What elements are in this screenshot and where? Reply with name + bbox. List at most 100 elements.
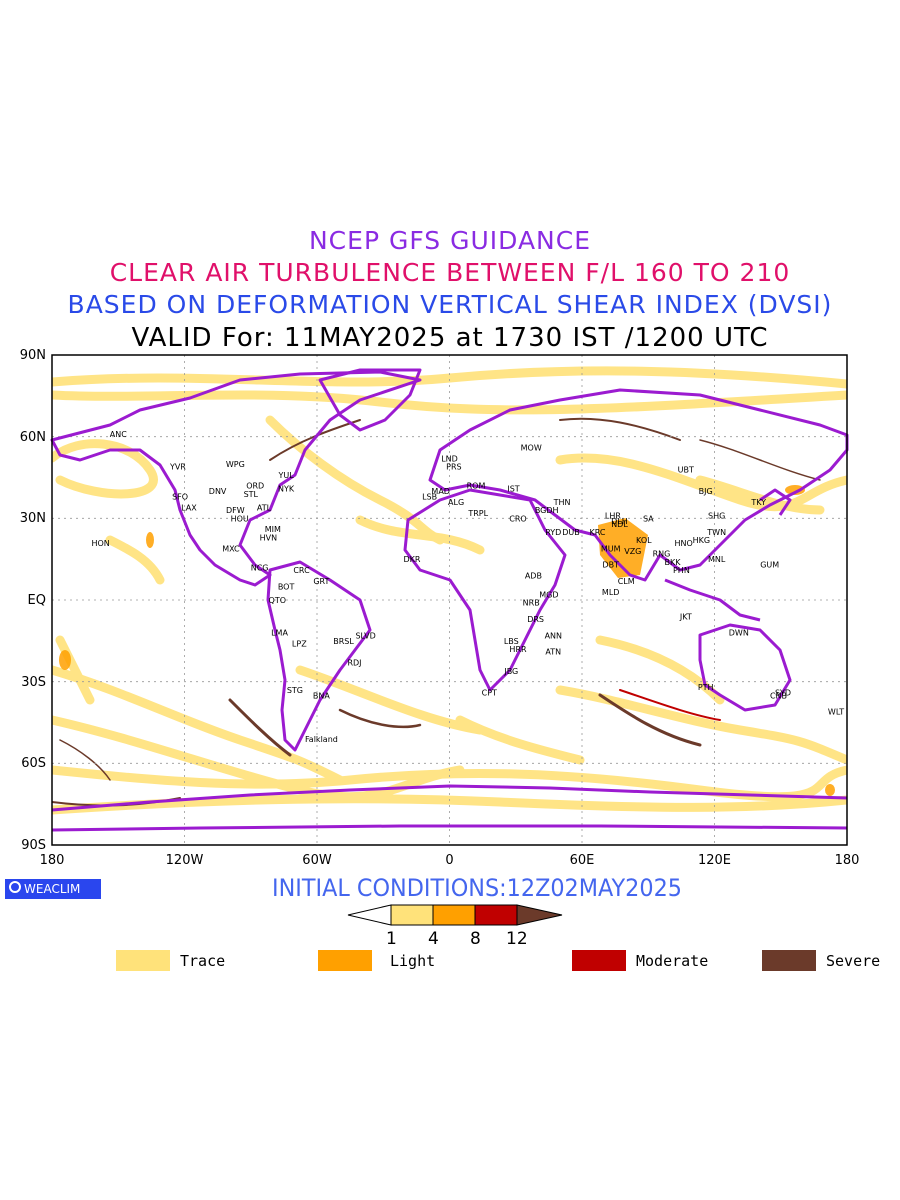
city-label: MIM <box>265 525 281 534</box>
city-label: CNB <box>770 691 787 700</box>
y-tick-label: 90S <box>21 838 46 853</box>
city-label: TWN <box>706 528 726 537</box>
city-label: IST <box>507 484 519 493</box>
title-line-2: CLEAR AIR TURBULENCE BETWEEN F/L 160 TO … <box>109 258 791 287</box>
legend-label-light: Light <box>390 952 436 970</box>
x-tick-label: 60W <box>302 853 332 868</box>
city-label: TKY <box>750 498 766 507</box>
city-label: ORD <box>246 482 264 491</box>
city-label: GUM <box>760 561 779 570</box>
city-label: SHG <box>708 512 725 521</box>
city-label: MUM <box>601 544 621 553</box>
initial-conditions: INITIAL CONDITIONS:12Z02MAY2025 <box>272 874 682 902</box>
colorbar-trace <box>390 904 434 926</box>
city-label: SA <box>643 514 654 523</box>
city-label: HOU <box>231 514 249 523</box>
city-label: THN <box>553 498 571 507</box>
colorbar-moderate <box>474 904 518 926</box>
city-label: WPG <box>226 460 245 469</box>
city-label: LMA <box>271 629 288 638</box>
x-tick-label: 180 <box>835 853 860 868</box>
city-label: LPZ <box>292 640 307 649</box>
city-label: HVN <box>260 533 277 542</box>
map-frame <box>51 354 848 846</box>
city-label: UBT <box>678 465 694 474</box>
legend-swatch-moderate <box>572 950 626 971</box>
city-label: PRS <box>446 463 461 472</box>
city-label: HON <box>91 539 109 548</box>
x-tick-label: 180 <box>40 853 65 868</box>
city-label: NCG <box>251 563 269 572</box>
copyright-icon <box>9 881 21 893</box>
city-label: MOW <box>521 444 542 453</box>
colorbar-low-arrow <box>347 904 392 926</box>
legend-swatch-severe <box>762 950 816 971</box>
city-label: KOL <box>636 536 652 545</box>
city-label: GRT <box>313 577 329 586</box>
city-label: RNG <box>653 550 671 559</box>
city-label: BGDH <box>535 506 559 515</box>
y-tick-label: 30N <box>20 511 46 526</box>
city-label: BKK <box>665 558 682 567</box>
city-label: DWN <box>729 629 749 638</box>
city-label: NRB <box>523 599 540 608</box>
x-tick-label: 60E <box>570 853 595 868</box>
city-label: RDJ <box>347 659 361 668</box>
city-label: BOT <box>278 582 295 591</box>
city-label: QTO <box>269 596 286 605</box>
valid-time-title: VALID For: 11MAY2025 at 1730 IST /1200 U… <box>131 323 769 353</box>
city-label: YVR <box>169 463 186 472</box>
city-label: NYK <box>278 484 295 493</box>
city-label: SLVD <box>355 631 375 640</box>
city-label: JKT <box>679 612 692 621</box>
city-label: MAD <box>431 487 450 496</box>
legend-label-trace: Trace <box>180 952 226 970</box>
y-axis-labels: 90N 60N 30N EQ 30S 60S 90S <box>20 348 46 853</box>
city-label: MLD <box>602 588 620 597</box>
turbulence-layer <box>52 366 847 815</box>
city-label: BJG <box>699 487 713 496</box>
weaclim-logo: WEACLIM <box>5 879 101 899</box>
city-label: MXC <box>222 544 240 553</box>
city-label: ATL <box>257 503 272 512</box>
city-label: DUB <box>562 528 580 537</box>
city-label: PHN <box>673 566 690 575</box>
city-label: STL <box>244 490 259 499</box>
y-tick-label: 90N <box>20 348 46 363</box>
city-label: DLH <box>611 517 628 526</box>
x-tick-label: 0 <box>445 853 453 868</box>
x-axis-labels: 180 120W 60W 0 60E 120E 180 <box>40 853 860 868</box>
city-label: LND <box>441 454 458 463</box>
city-label: CLM <box>618 577 635 586</box>
city-label: HKG <box>693 536 710 545</box>
city-label: DNV <box>209 487 227 496</box>
city-label: ROM <box>467 482 486 491</box>
colorbar-tick: 12 <box>506 929 528 949</box>
city-label: MGD <box>539 591 558 600</box>
city-label: RYD <box>545 528 561 537</box>
city-label: VZG <box>624 547 641 556</box>
city-label: ATN <box>545 648 561 657</box>
city-label: DFW <box>226 506 245 515</box>
legend-swatch-trace <box>116 950 170 971</box>
city-label: LAX <box>181 503 197 512</box>
legend-label-moderate: Moderate <box>636 952 709 970</box>
city-label: MNL <box>708 555 726 564</box>
city-label: TRPL <box>467 509 488 518</box>
colorbar-tick: 1 <box>386 929 397 949</box>
city-label: KRC <box>590 528 606 537</box>
city-label: CPT <box>482 689 497 698</box>
city-label: JBG <box>503 667 518 676</box>
logo-text: WEACLIM <box>24 882 81 896</box>
colorbar-light <box>432 904 476 926</box>
city-label: DBT <box>602 561 619 570</box>
colorbar-tick: 4 <box>428 929 439 949</box>
city-label: WLT <box>828 708 844 717</box>
city-label: ADB <box>525 572 542 581</box>
city-label: BNA <box>313 691 330 700</box>
y-tick-label: 60S <box>21 756 46 771</box>
city-label: CRO <box>509 514 526 523</box>
coastlines <box>50 368 849 832</box>
x-tick-label: 120W <box>166 853 204 868</box>
